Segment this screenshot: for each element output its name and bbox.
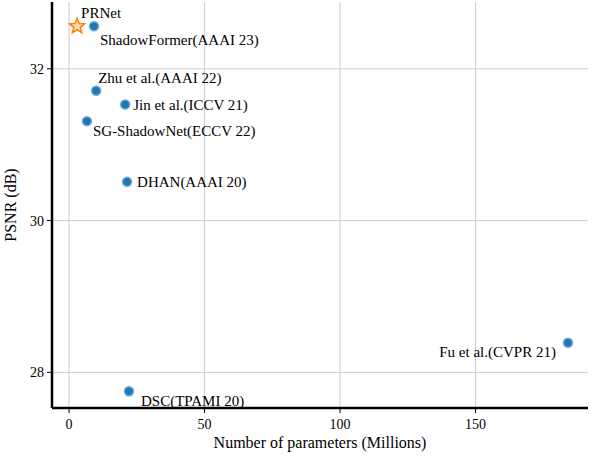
tick-label: 28 — [30, 365, 44, 380]
point-label: PRNet — [81, 5, 122, 21]
point-label: DSC(TPAMI 20) — [141, 393, 244, 410]
point — [90, 22, 99, 31]
points — [69, 18, 572, 396]
point-label: Jin et al.(ICCV 21) — [133, 97, 248, 114]
point — [123, 177, 132, 186]
x-axis-label: Number of parameters (Millions) — [214, 434, 427, 452]
tick-label: 100 — [330, 417, 351, 432]
point — [82, 117, 91, 126]
point-label: SG-ShadowNet(ECCV 22) — [93, 123, 256, 140]
y-axis-label: PSNR (dB) — [2, 168, 20, 241]
point — [563, 338, 572, 347]
grid-line — [52, 220, 588, 221]
point-label: Zhu et al.(AAAI 22) — [98, 70, 221, 87]
grid-line — [69, 2, 70, 408]
grid-line — [340, 2, 341, 408]
grid-line — [52, 372, 588, 373]
point-label: Fu et al.(CVPR 21) — [439, 344, 556, 361]
point-label: DHAN(AAAI 20) — [137, 174, 247, 191]
grid-line — [204, 2, 205, 408]
point — [121, 100, 130, 109]
tick-label: 0 — [66, 417, 73, 432]
tick-label: 150 — [465, 417, 486, 432]
point — [124, 387, 133, 396]
tick-label: 30 — [30, 214, 44, 229]
tick-label: 32 — [30, 62, 44, 77]
x-axis-line — [52, 407, 588, 410]
point — [92, 86, 101, 95]
tick-label: 50 — [198, 417, 212, 432]
y-axis-line — [51, 2, 54, 408]
chart: 0 50 100 150 28 30 32 Number of parameters (Mil… — [0, 0, 596, 460]
point-label: ShadowFormer(AAAI 23) — [100, 32, 259, 49]
